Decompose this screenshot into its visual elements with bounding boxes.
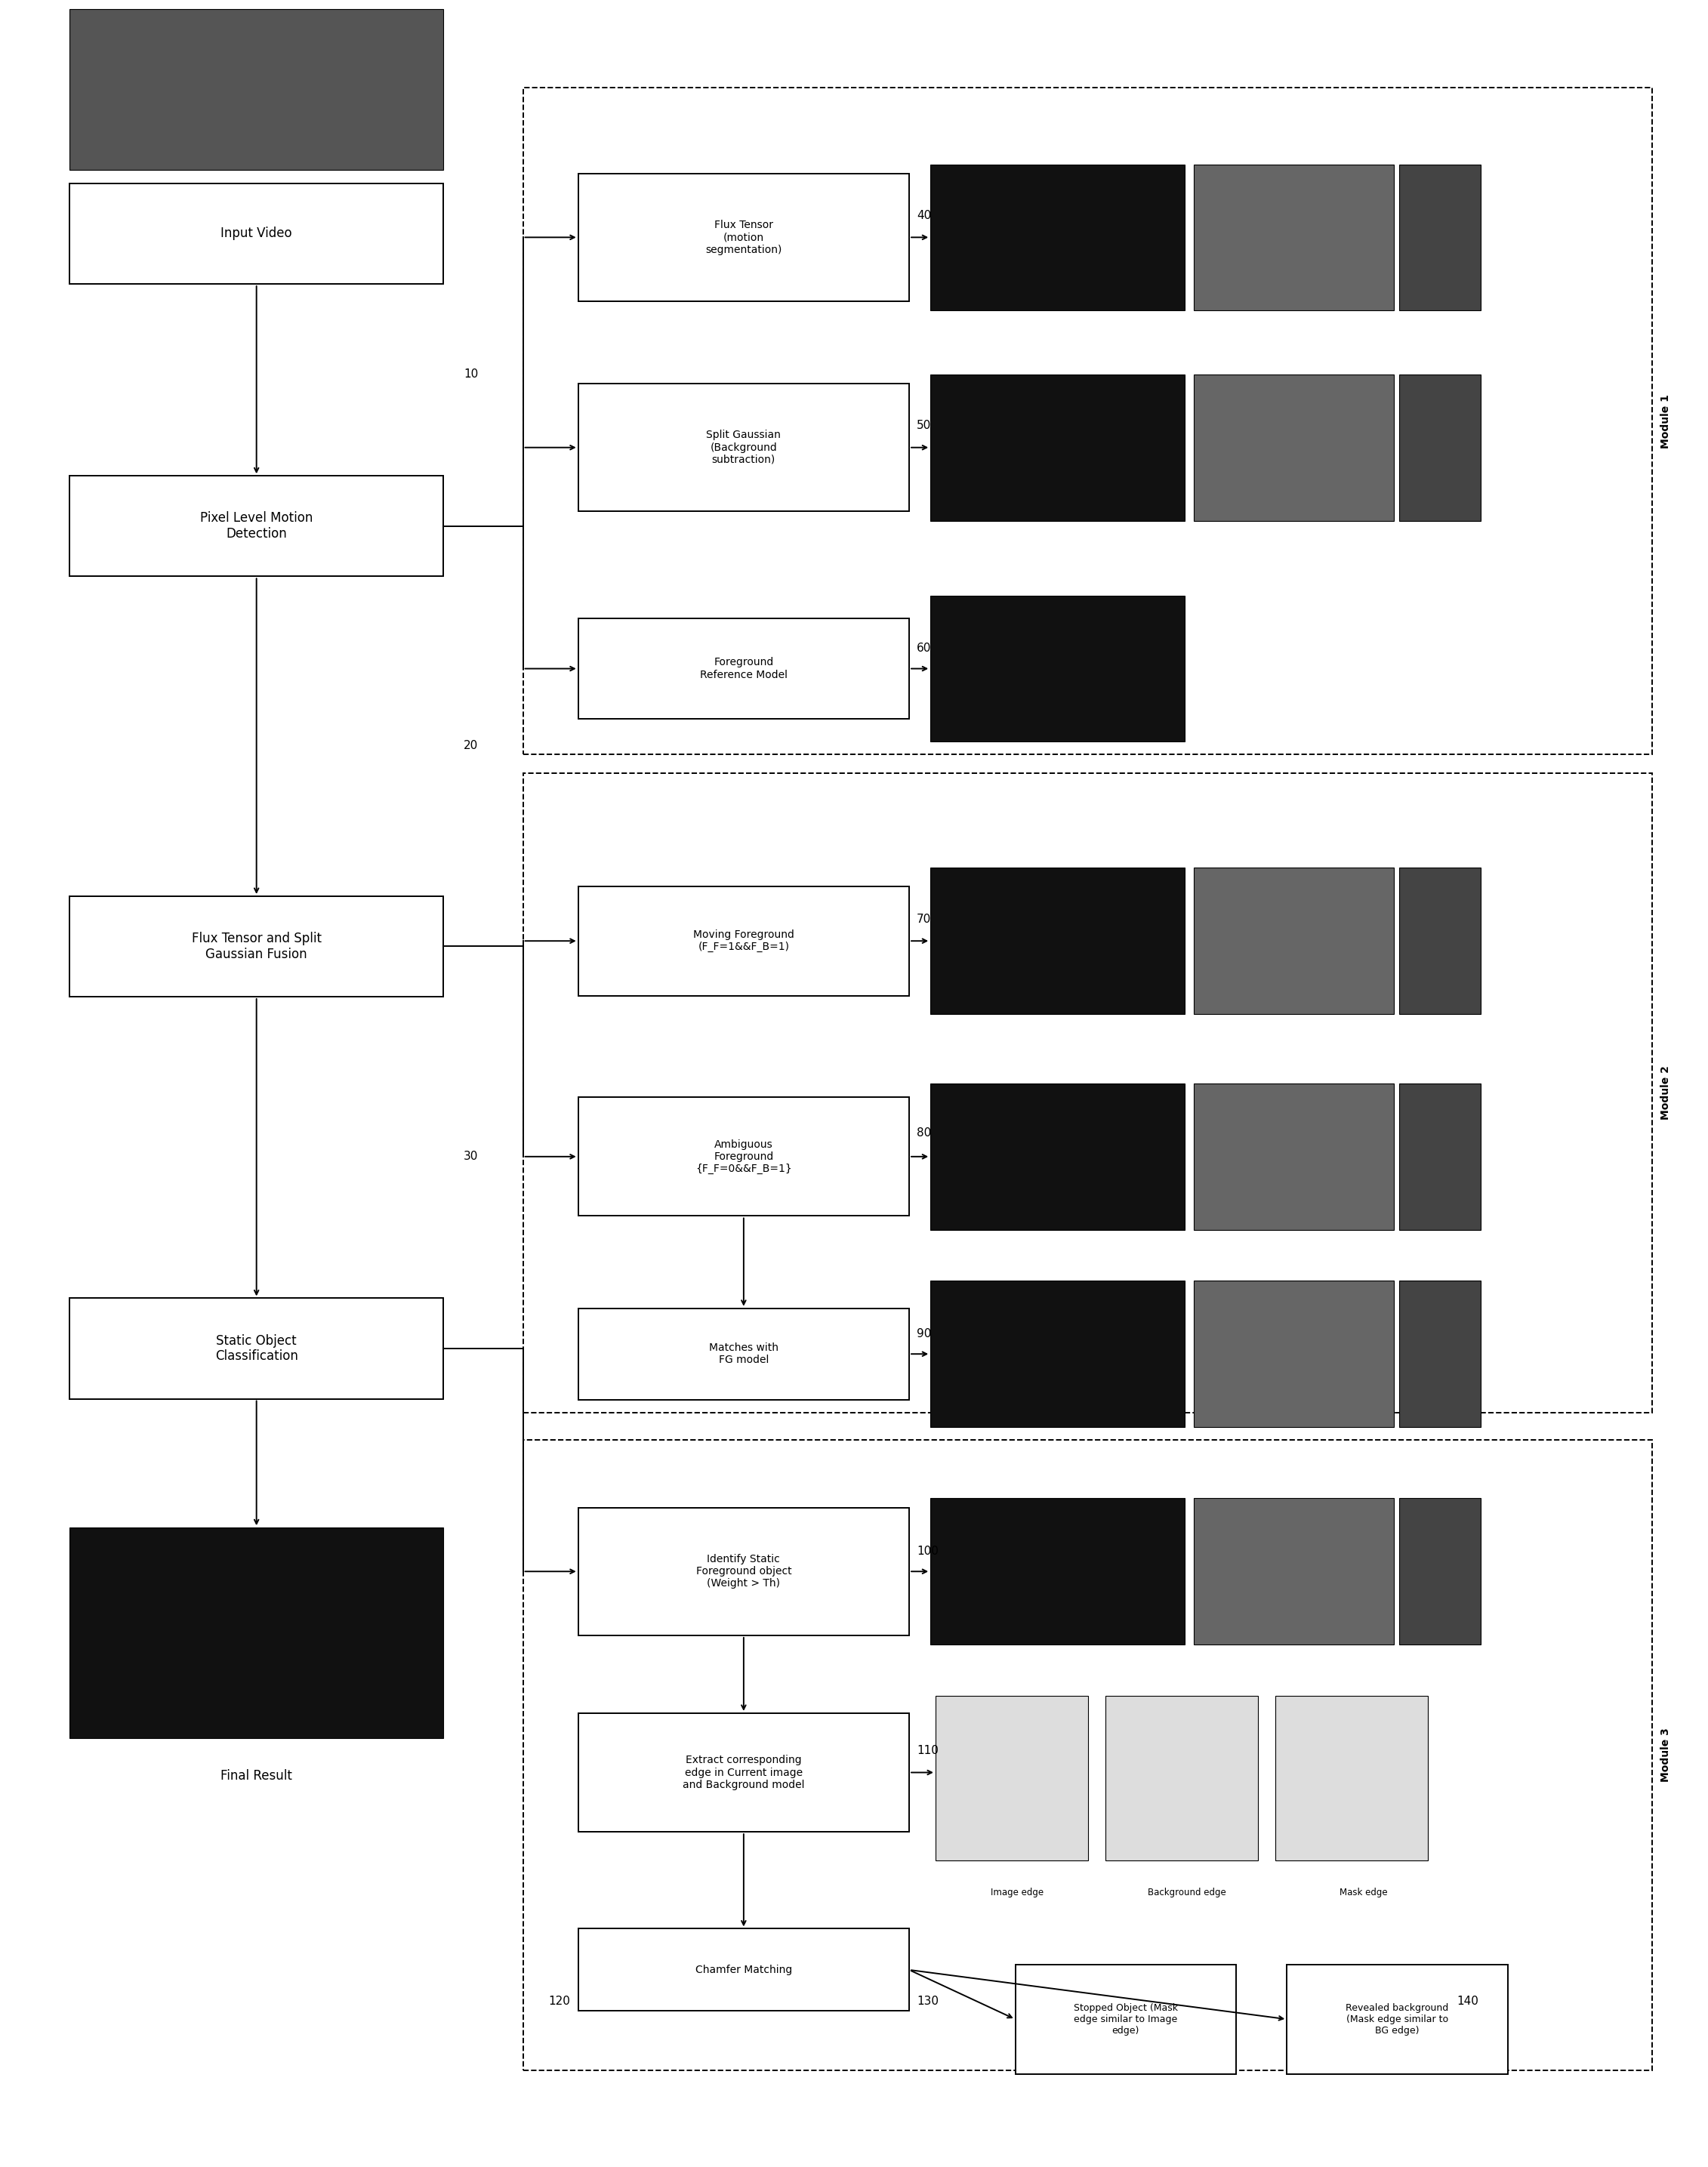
- Text: 60: 60: [917, 644, 931, 654]
- Text: Module 2: Module 2: [1660, 1066, 1670, 1120]
- FancyBboxPatch shape: [577, 1508, 909, 1636]
- Text: Matches with
FG model: Matches with FG model: [709, 1344, 779, 1365]
- Text: 70: 70: [917, 912, 931, 925]
- Text: 120: 120: [548, 1996, 570, 2007]
- FancyBboxPatch shape: [577, 173, 909, 301]
- Text: 30: 30: [463, 1151, 478, 1162]
- Text: 40: 40: [917, 210, 931, 221]
- Text: 140: 140: [1457, 1996, 1479, 2007]
- Text: Pixel Level Motion
Detection: Pixel Level Motion Detection: [200, 511, 313, 542]
- Text: 130: 130: [917, 1996, 939, 2007]
- FancyBboxPatch shape: [70, 897, 442, 997]
- Text: Flux Tensor
(motion
segmentation): Flux Tensor (motion segmentation): [705, 219, 782, 256]
- Text: Flux Tensor and Split
Gaussian Fusion: Flux Tensor and Split Gaussian Fusion: [191, 932, 321, 962]
- Text: 50: 50: [917, 420, 931, 431]
- FancyBboxPatch shape: [577, 886, 909, 997]
- Text: Image edge: Image edge: [991, 1887, 1044, 1898]
- Bar: [931, 1497, 1185, 1645]
- Bar: [1194, 1497, 1394, 1645]
- Text: Static Object
Classification: Static Object Classification: [215, 1335, 297, 1363]
- Text: Ambiguous
Foreground
{F_F=0&&F_B=1}: Ambiguous Foreground {F_F=0&&F_B=1}: [695, 1140, 793, 1175]
- Bar: [931, 596, 1185, 741]
- Bar: [1274, 1697, 1428, 1859]
- FancyBboxPatch shape: [1015, 1963, 1237, 2074]
- Bar: [70, 9, 442, 169]
- Bar: [1194, 1084, 1394, 1229]
- Bar: [931, 1281, 1185, 1428]
- Bar: [936, 1697, 1088, 1859]
- Text: Module 1: Module 1: [1660, 394, 1670, 449]
- Bar: [931, 165, 1185, 310]
- FancyBboxPatch shape: [70, 1298, 442, 1398]
- Bar: [931, 1084, 1185, 1229]
- Bar: [931, 375, 1185, 520]
- Bar: [1194, 1281, 1394, 1428]
- Bar: [1399, 867, 1481, 1014]
- Bar: [931, 867, 1185, 1014]
- FancyBboxPatch shape: [70, 184, 442, 284]
- Text: Identify Static
Foreground object
(Weight > Th): Identify Static Foreground object (Weigh…: [695, 1554, 791, 1588]
- Bar: [1194, 375, 1394, 520]
- FancyBboxPatch shape: [577, 1309, 909, 1400]
- Text: Revealed background
(Mask edge similar to
BG edge): Revealed background (Mask edge similar t…: [1346, 2002, 1448, 2035]
- Text: Final Result: Final Result: [220, 1768, 292, 1783]
- FancyBboxPatch shape: [577, 1097, 909, 1216]
- Bar: [1194, 165, 1394, 310]
- Text: Foreground
Reference Model: Foreground Reference Model: [700, 657, 787, 680]
- Text: Background edge: Background edge: [1148, 1887, 1226, 1898]
- Bar: [1105, 1697, 1259, 1859]
- FancyBboxPatch shape: [1286, 1963, 1508, 2074]
- Text: Extract corresponding
edge in Current image
and Background model: Extract corresponding edge in Current im…: [683, 1755, 804, 1790]
- Text: Moving Foreground
(F_F=1&&F_B=1): Moving Foreground (F_F=1&&F_B=1): [693, 930, 794, 953]
- Bar: [1399, 165, 1481, 310]
- Text: 90: 90: [917, 1328, 931, 1339]
- Bar: [1194, 867, 1394, 1014]
- Bar: [70, 1528, 442, 1738]
- Text: 100: 100: [917, 1545, 939, 1558]
- FancyBboxPatch shape: [577, 384, 909, 511]
- FancyBboxPatch shape: [577, 618, 909, 719]
- Text: 10: 10: [463, 368, 478, 379]
- Text: Mask edge: Mask edge: [1339, 1887, 1387, 1898]
- Text: Stopped Object (Mask
edge similar to Image
edge): Stopped Object (Mask edge similar to Ima…: [1074, 2002, 1179, 2035]
- Text: 80: 80: [917, 1127, 931, 1138]
- Bar: [1399, 1084, 1481, 1229]
- Bar: [1399, 1497, 1481, 1645]
- Bar: [1399, 375, 1481, 520]
- Bar: [1399, 1281, 1481, 1428]
- Text: Module 3: Module 3: [1660, 1727, 1670, 1781]
- Text: Chamfer Matching: Chamfer Matching: [695, 1965, 793, 1974]
- FancyBboxPatch shape: [577, 1929, 909, 2011]
- Text: Split Gaussian
(Background
subtraction): Split Gaussian (Background subtraction): [707, 429, 781, 466]
- Text: Input Video: Input Video: [220, 228, 292, 241]
- Text: 110: 110: [917, 1744, 939, 1755]
- FancyBboxPatch shape: [577, 1714, 909, 1831]
- Text: 20: 20: [463, 739, 478, 752]
- FancyBboxPatch shape: [70, 477, 442, 576]
